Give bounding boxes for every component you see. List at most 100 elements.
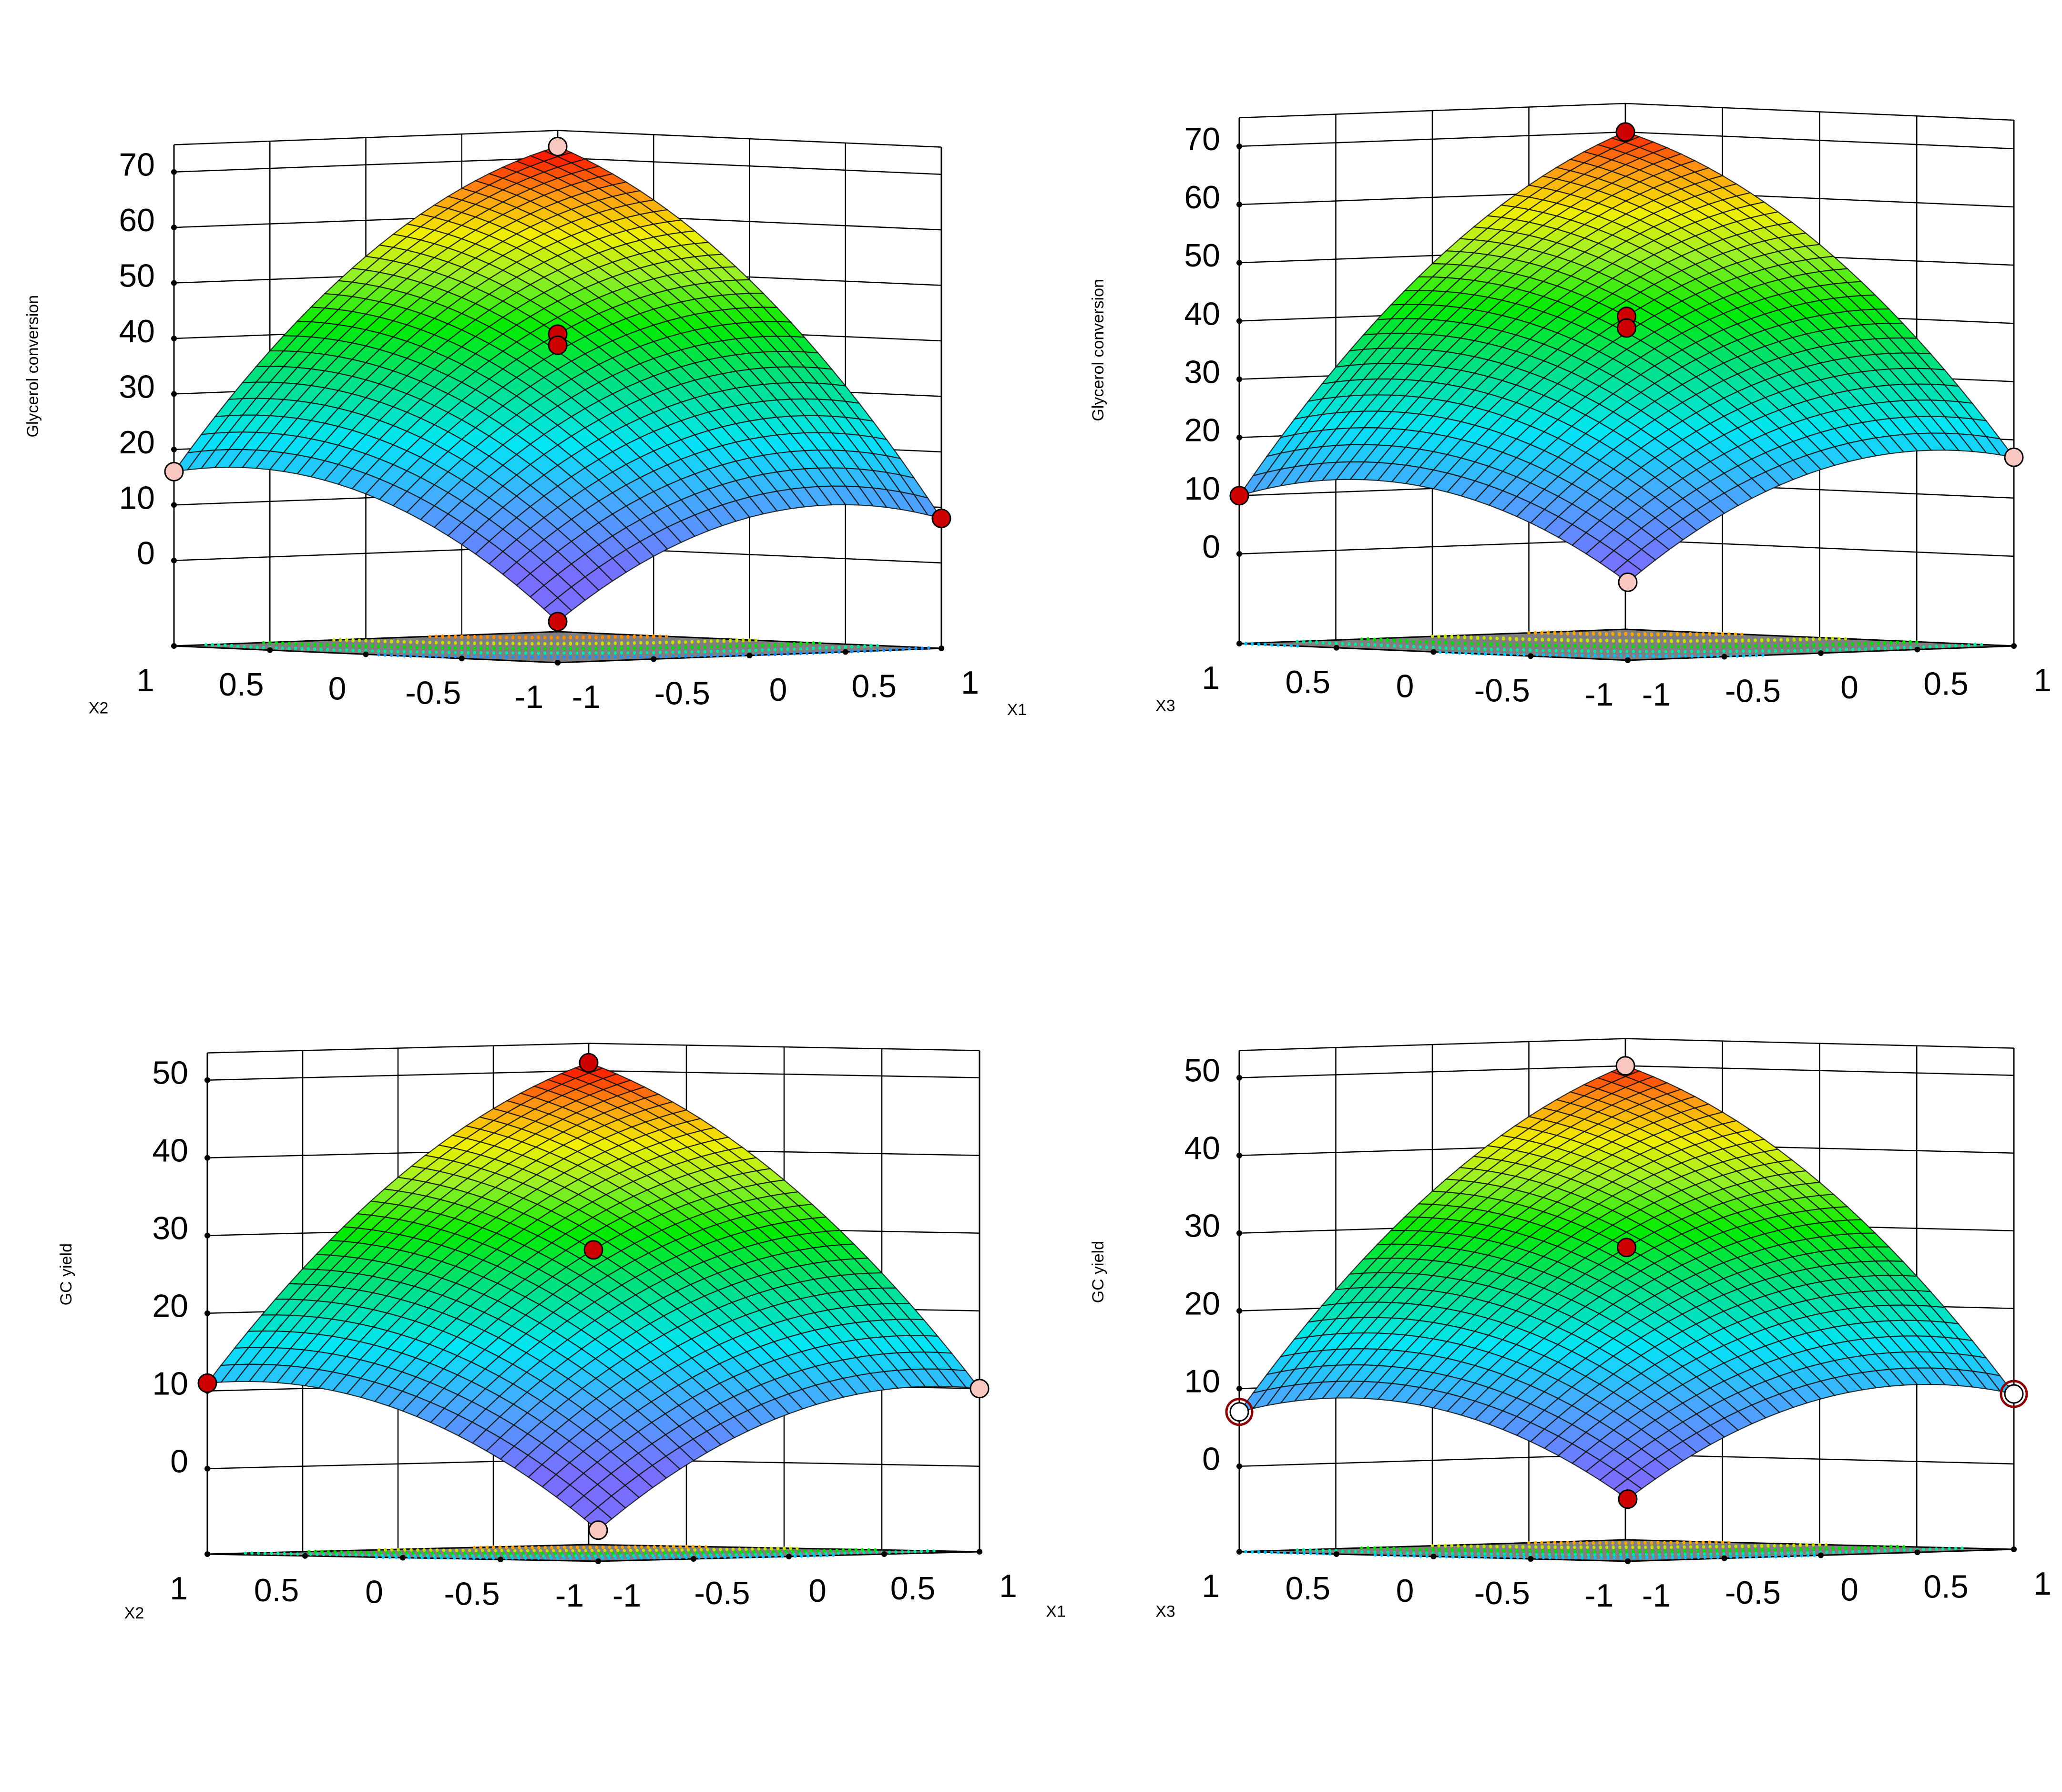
design-points: [164, 136, 951, 632]
z-tick-label: 40: [152, 1133, 188, 1169]
design-point: [2004, 447, 2024, 467]
y-axis-ticks: -1 -0.5 0 0.5 1: [1202, 641, 1631, 713]
design-point: [970, 1379, 990, 1399]
design-point: [1618, 1489, 1638, 1509]
x-tick-label: 0: [769, 672, 787, 708]
x-axis-title: X1: [1007, 701, 1027, 719]
response-surface: [206, 1062, 981, 1531]
design-point: [1229, 1402, 1249, 1422]
x-axis-ticks: -1 -0.5 0 0.5 1: [1625, 1546, 2052, 1614]
x-tick-label: 0.5: [851, 668, 897, 705]
x-tick-label: -1: [1642, 1577, 1671, 1614]
x-tick-label: -0.5: [1725, 1575, 1781, 1611]
design-point: [1617, 318, 1636, 338]
z-axis-ticks: 0 10 20 30 40 50: [1184, 1053, 1242, 1477]
y-axis-ticks: -1 -0.5 0 0.5 1: [136, 643, 561, 715]
x-axis-ticks: -1 -0.5 0 0.5 1: [1625, 643, 2052, 713]
design-points: [1225, 1056, 2028, 1509]
y-tick-label: 0.5: [254, 1572, 299, 1608]
design-points: [197, 1053, 990, 1540]
y-tick-label: 0.5: [1285, 1570, 1330, 1607]
design-point: [1617, 1238, 1636, 1258]
y-tick-label: 0.5: [219, 666, 264, 703]
response-surface: [1238, 1065, 2015, 1500]
z-tick-label: 30: [1184, 354, 1220, 390]
z-tick-label: 20: [119, 424, 155, 461]
y-tick-label: 0: [1396, 1573, 1414, 1609]
z-tick-label: 0: [170, 1444, 188, 1480]
z-tick-label: 0: [1202, 529, 1220, 565]
z-tick-label: 10: [152, 1366, 188, 1402]
surface-plot-gc-x2-x3: 0 10 20 30 40 50 GC yield -1 -0.5 0 0.5 1 -1 -0.5 0 0.5…: [1089, 1038, 2052, 1621]
x-tick-label: -0.5: [694, 1575, 750, 1611]
y-tick-label: 1: [1202, 1568, 1220, 1604]
x-tick-label: 1: [999, 1568, 1017, 1604]
y-tick-label: -0.5: [444, 1576, 500, 1612]
y-tick-label: -1: [555, 1577, 584, 1614]
surface-plot-gc-x1-x2: 0 10 20 30 40 50 GC yield -1 -0.5 0 0.5 1 -1 -0.5 0 0.5…: [57, 1043, 1066, 1622]
z-tick-label: 60: [119, 202, 155, 238]
x-tick-label: 0: [808, 1573, 827, 1609]
design-point: [931, 509, 951, 529]
z-axis-title: GC yield: [57, 1243, 75, 1305]
x-tick-label: -0.5: [654, 676, 710, 712]
x-tick-label: 0.5: [1923, 666, 1969, 702]
y-tick-label: 0: [365, 1574, 383, 1610]
design-point: [583, 1240, 603, 1260]
y-tick-label: 1: [136, 662, 154, 698]
floor-contours: [244, 1545, 936, 1560]
y-tick-label: -1: [1585, 676, 1613, 713]
x-axis-ticks: -1 -0.5 0 0.5 1: [555, 645, 979, 715]
floor-contours: [1244, 1540, 2016, 1560]
x-tick-label: -1: [572, 679, 601, 715]
y-axis-ticks: -1 -0.5 0 0.5 1: [170, 1551, 601, 1614]
y-tick-label: 1: [1202, 660, 1220, 696]
z-axis-ticks: 0 10 20 30 40 50 60 70: [119, 147, 177, 572]
z-axis-ticks: 0 10 20 30 40 50 60 70: [1184, 121, 1242, 565]
z-tick-label: 10: [119, 480, 155, 516]
floor-contours: [1244, 630, 1983, 658]
response-surface: [173, 146, 943, 623]
design-point: [2004, 1384, 2024, 1404]
y-tick-label: -0.5: [405, 675, 461, 711]
x-axis-title: X1: [1046, 1603, 1066, 1621]
z-axis-ticks: 0 10 20 30 40 50: [152, 1055, 210, 1480]
design-point: [1229, 486, 1249, 506]
y-tick-label: -1: [1585, 1577, 1613, 1614]
x-tick-label: 0: [1840, 669, 1858, 706]
design-point: [588, 1520, 608, 1540]
design-point: [1615, 122, 1635, 142]
design-point: [1618, 572, 1638, 592]
z-tick-label: 10: [1184, 1363, 1220, 1400]
design-point: [164, 461, 184, 481]
y-tick-label: 1: [170, 1570, 188, 1607]
design-point: [579, 1053, 599, 1073]
y-axis-title: X3: [1155, 696, 1175, 715]
z-axis-title: Glycerol conversion: [1089, 279, 1107, 421]
x-tick-label: -1: [612, 1577, 641, 1614]
z-tick-label: 50: [119, 258, 155, 294]
z-tick-label: 60: [1184, 179, 1220, 215]
z-tick-label: 40: [119, 313, 155, 349]
design-point: [1615, 1056, 1635, 1076]
design-points: [1229, 122, 2024, 592]
z-tick-label: 30: [1184, 1208, 1220, 1244]
y-tick-label: -1: [515, 679, 543, 715]
x-tick-label: 0.5: [1923, 1568, 1969, 1605]
z-tick-label: 40: [1184, 1130, 1220, 1167]
z-tick-label: 0: [137, 535, 155, 572]
x-tick-label: 1: [2033, 662, 2052, 698]
z-tick-label: 20: [152, 1288, 188, 1324]
y-tick-label: -0.5: [1474, 672, 1530, 708]
y-tick-label: -0.5: [1474, 1575, 1530, 1611]
y-tick-label: 0: [328, 671, 347, 707]
design-point: [197, 1373, 217, 1393]
design-point: [548, 136, 568, 156]
design-point: [548, 335, 568, 355]
z-tick-label: 10: [1184, 471, 1220, 507]
z-tick-label: 50: [1184, 1053, 1220, 1089]
x-tick-label: -0.5: [1725, 673, 1781, 709]
